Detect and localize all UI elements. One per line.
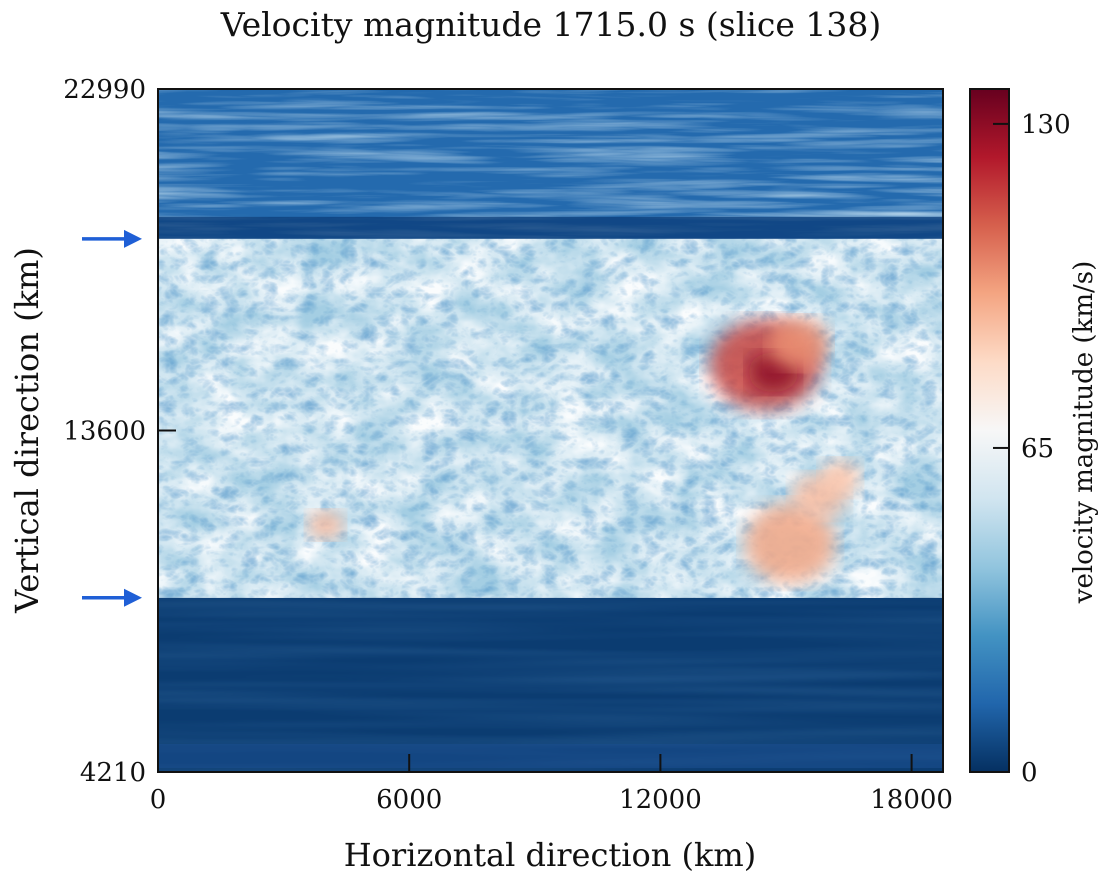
upper-layer-boundary <box>158 216 943 239</box>
hot-spot <box>307 511 344 540</box>
y-tick-label: 22990 <box>63 75 146 105</box>
annotation-arrow-head <box>124 588 142 607</box>
colorbar-label: velocity magnitude (km/s) <box>1069 261 1099 604</box>
heatmap-plot <box>158 89 943 772</box>
colorbar-tick-label: 130 <box>1021 110 1071 140</box>
colorbar: 0 65 130 <box>969 88 1071 788</box>
x-tick-label: 12000 <box>619 785 702 815</box>
y-axis: 4210 13600 22990 <box>63 75 176 788</box>
lower-layer-texture <box>158 597 943 772</box>
x-axis: 0 6000 12000 18000 <box>150 754 953 815</box>
colorbar-gradient <box>969 88 1010 773</box>
colorbar-tick-label: 0 <box>1021 758 1038 788</box>
x-tick-label: 18000 <box>870 785 953 815</box>
annotation-arrows <box>82 229 142 607</box>
annotation-arrow-head <box>124 229 142 248</box>
x-tick-label: 0 <box>150 785 167 815</box>
y-tick-label: 4210 <box>80 758 146 788</box>
colorbar-tick-label: 65 <box>1021 434 1054 464</box>
lower-layer-streak <box>158 744 943 768</box>
y-axis-label: Vertical direction (km) <box>8 247 46 614</box>
chart-title-group: Velocity magnitude 1715.0 s (slice 138) <box>220 5 881 44</box>
x-axis-label: Horizontal direction (km) <box>344 836 757 873</box>
hot-spot <box>820 459 861 496</box>
hot-spot <box>768 318 829 369</box>
upper-layer-texture <box>158 89 943 239</box>
hot-spot <box>745 503 836 584</box>
y-tick-label: 13600 <box>63 417 146 447</box>
chart-title: Velocity magnitude 1715.0 s (slice 138) <box>220 5 881 44</box>
x-tick-label: 6000 <box>376 785 442 815</box>
